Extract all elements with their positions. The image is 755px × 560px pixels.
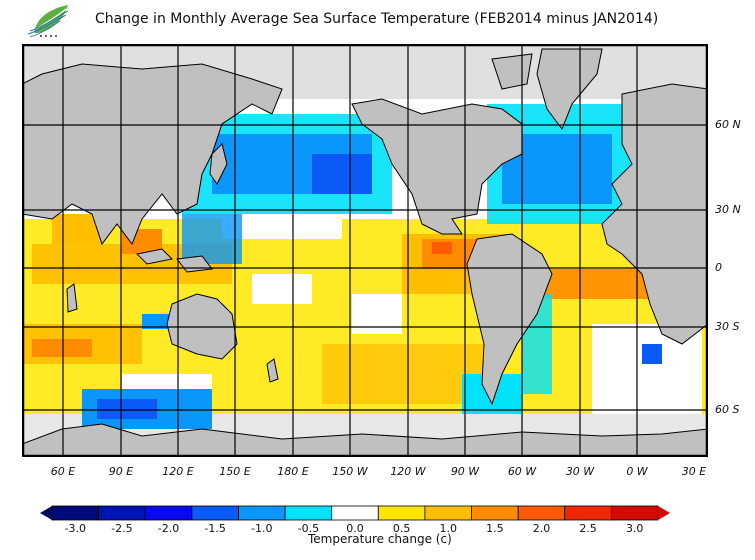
lat-label: 60 S xyxy=(715,403,740,416)
colorbar-tick-label: -1.5 xyxy=(204,522,226,535)
lon-label: 120 W xyxy=(390,465,426,478)
colorbar-tick-label: -2.5 xyxy=(111,522,133,535)
colorbar-segment xyxy=(424,505,472,521)
colorbar-segment xyxy=(238,505,286,521)
lon-label: 60 W xyxy=(507,465,537,478)
lat-label: 0 xyxy=(715,261,722,274)
land-indonesia xyxy=(135,248,174,265)
lon-label: 120 E xyxy=(162,465,194,478)
colorbar-units-label: Temperature change (c) xyxy=(308,532,452,546)
lon-label: 30 E xyxy=(681,465,707,478)
land-madagascar xyxy=(66,283,78,313)
colorbar-under-arrow xyxy=(40,506,52,520)
colorbar-segment xyxy=(610,505,659,521)
colorbar-segment xyxy=(517,505,566,521)
colorbar-tick-label: -1.0 xyxy=(251,522,273,535)
land-europe-africa xyxy=(601,83,708,345)
lat-label: 30 N xyxy=(715,203,741,216)
colorbar-tick-label: 3.0 xyxy=(625,522,644,535)
colorbar-segment xyxy=(471,505,519,521)
lon-label: 90 W xyxy=(450,465,480,478)
colorbar-tick-label: -3.0 xyxy=(64,522,87,535)
colorbar-tick-label: 0.5 xyxy=(392,522,411,535)
sst-change-map xyxy=(22,44,708,457)
land-japan xyxy=(209,143,228,185)
colorbar-tick-label: -2.0 xyxy=(157,522,180,535)
colorbar-segment xyxy=(98,505,146,521)
colorbar-tick-label: 1.5 xyxy=(486,522,504,535)
colorbar-segment xyxy=(51,505,100,521)
land-new-zealand xyxy=(266,358,279,383)
colorbar-tick-label: 2.5 xyxy=(579,522,597,535)
land-north-america xyxy=(351,98,523,235)
lon-label: 30 W xyxy=(565,465,595,478)
land xyxy=(22,48,708,457)
colorbar-tick-label: 0.0 xyxy=(346,522,364,535)
lon-label: 150 W xyxy=(332,465,368,478)
graticule xyxy=(22,44,708,457)
colorbar-segment xyxy=(284,505,333,521)
lat-label: 30 S xyxy=(715,320,740,333)
colorbar-tick-label: -0.5 xyxy=(297,522,320,535)
lon-label: 90 E xyxy=(108,465,134,478)
colorbar-over-arrow xyxy=(658,506,670,520)
colorbar-segment xyxy=(331,505,379,521)
chart-title: Change in Monthly Average Sea Surface Te… xyxy=(95,11,659,27)
lat-label: 60 N xyxy=(715,118,741,131)
land-antarctica xyxy=(22,423,708,457)
colorbar-segment xyxy=(191,505,239,521)
leaf-logo-icon xyxy=(27,5,69,38)
land-eurasia-east xyxy=(22,63,283,246)
colorbar xyxy=(40,505,670,521)
colorbar-tick-label: 1.0 xyxy=(439,522,457,535)
lon-label: 60 E xyxy=(50,465,76,478)
lon-label: 150 E xyxy=(219,465,251,478)
colorbar-segment xyxy=(564,505,612,521)
colorbar-segment xyxy=(144,505,193,521)
lon-label: 0 W xyxy=(626,465,648,478)
lon-label: 180 E xyxy=(277,465,309,478)
colorbar-tick-label: 2.0 xyxy=(532,522,551,535)
colorbar-segment xyxy=(377,505,426,521)
land-south-america xyxy=(466,233,553,406)
land-greenland xyxy=(536,48,603,131)
map-frame xyxy=(22,44,708,457)
